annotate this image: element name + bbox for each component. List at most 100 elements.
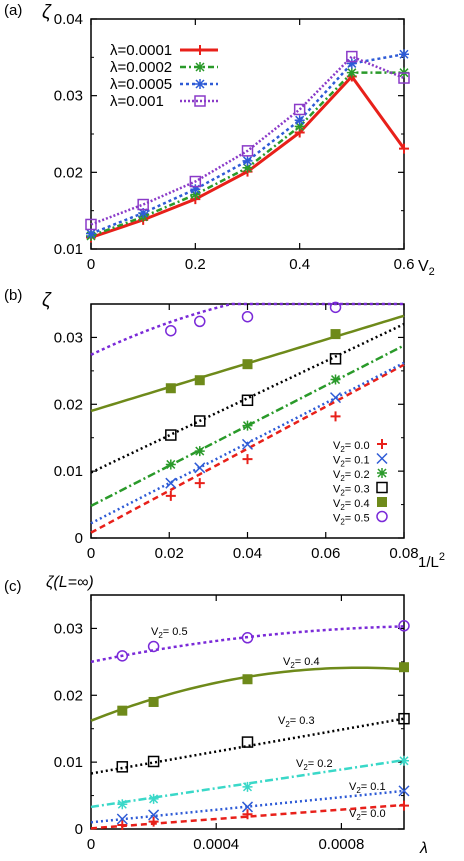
x-axis-label-sub: 2 bbox=[429, 266, 435, 278]
y-axis-label: ζ bbox=[42, 2, 52, 23]
legend-marker bbox=[195, 62, 205, 72]
data-point bbox=[189, 175, 202, 188]
legend-value: = 0.1 bbox=[345, 455, 370, 467]
fit-curve bbox=[90, 344, 405, 508]
x-axis-label: V2 bbox=[418, 258, 435, 278]
data-point bbox=[138, 207, 149, 218]
data-point bbox=[330, 392, 342, 404]
legend-label: V2= 0.1 bbox=[333, 455, 370, 469]
curve-label-value: = 0.2 bbox=[308, 758, 333, 770]
data-point bbox=[116, 650, 129, 662]
data-point bbox=[242, 420, 253, 431]
x-tick-label: 0 bbox=[87, 256, 95, 273]
curve-label-sub: 2 bbox=[290, 661, 295, 670]
legend-sub: 2 bbox=[340, 445, 345, 454]
x-tick-label: 0.06 bbox=[311, 545, 340, 562]
panel-c: (c) 0 0.0004 0.0008 0 0.01 0.02 0.03 ζ(L=∞) λ V2= … bbox=[4, 574, 428, 857]
data-point bbox=[148, 793, 159, 804]
legend-value: = 0.5 bbox=[345, 513, 370, 525]
curve-label: V2= 0.4 bbox=[283, 656, 320, 670]
x-tick-label: 0.2 bbox=[185, 256, 206, 273]
series-2: V2= 0.2 bbox=[90, 755, 409, 810]
legend-label: V2= 0.0 bbox=[333, 440, 370, 454]
data-point bbox=[190, 189, 201, 200]
data-point bbox=[398, 72, 410, 84]
curve-label: V2= 0.5 bbox=[151, 626, 188, 640]
data-point bbox=[241, 310, 254, 323]
curve-label-value: = 0.0 bbox=[361, 808, 386, 820]
legend-label: V2= 0.5 bbox=[333, 513, 370, 527]
legend-sub: 2 bbox=[340, 503, 345, 512]
legend-label: λ=0.0005 bbox=[110, 76, 172, 93]
legend-marker bbox=[376, 452, 388, 465]
series-2: λ=0.0005 bbox=[86, 49, 409, 239]
data-point bbox=[148, 809, 160, 821]
series-3: V2= 0.3 bbox=[90, 712, 410, 775]
y-tick-label: 0.01 bbox=[54, 463, 83, 480]
data-point bbox=[148, 696, 159, 707]
x-tick-label: 0 bbox=[87, 545, 95, 562]
panel-label: (c) bbox=[4, 578, 22, 595]
series-line bbox=[90, 55, 405, 226]
series-4: V2= 0.4 bbox=[90, 656, 409, 722]
curve-label: V2= 0.0 bbox=[349, 808, 386, 822]
data-point bbox=[242, 359, 253, 370]
data-point bbox=[346, 58, 357, 69]
data-point bbox=[86, 228, 96, 239]
legend-label: V2= 0.4 bbox=[333, 498, 370, 512]
y-tick-label: 0.01 bbox=[54, 241, 83, 258]
y-tick-label: 0.02 bbox=[54, 396, 83, 413]
data-point bbox=[242, 809, 253, 820]
data-point bbox=[194, 462, 206, 474]
curve-label-sub: 2 bbox=[285, 720, 290, 729]
curve-label: V2= 0.1 bbox=[349, 781, 386, 795]
series-5: V2= 0.5 bbox=[90, 620, 410, 664]
y-tick-label: 0.03 bbox=[54, 88, 83, 105]
data-point bbox=[398, 712, 410, 725]
data-point bbox=[346, 50, 358, 63]
data-point bbox=[194, 478, 205, 489]
legend-marker bbox=[377, 468, 387, 478]
y-tick-label: 0.03 bbox=[54, 620, 83, 637]
panel-label: (b) bbox=[4, 287, 22, 304]
legend-sub: 2 bbox=[340, 460, 345, 469]
legend-label: λ=0.0002 bbox=[110, 59, 172, 76]
y-tick-label: 0 bbox=[75, 821, 83, 838]
x-axis-label-sup: 2 bbox=[439, 551, 445, 563]
data-point bbox=[165, 324, 177, 337]
legend-label: V2= 0.3 bbox=[333, 484, 370, 498]
legend-label: V2= 0.2 bbox=[333, 469, 370, 483]
legend-marker bbox=[376, 481, 388, 494]
y-axis-label: ζ bbox=[42, 290, 52, 311]
legend-value: = 0.3 bbox=[345, 484, 370, 496]
data-point bbox=[330, 329, 341, 340]
data-point bbox=[165, 459, 176, 470]
data-point bbox=[85, 218, 97, 231]
legend-marker bbox=[195, 79, 205, 89]
series-3: V2= 0.3 bbox=[90, 322, 405, 498]
data-point bbox=[241, 438, 254, 450]
data-point bbox=[241, 736, 254, 748]
legend-sub: 2 bbox=[340, 518, 345, 527]
panel-label: (a) bbox=[4, 2, 22, 19]
series-3: λ=0.001 bbox=[85, 50, 410, 231]
data-point bbox=[399, 49, 409, 60]
fit-curve bbox=[90, 758, 405, 809]
data-point bbox=[242, 454, 253, 465]
legend-marker bbox=[376, 510, 388, 523]
legend-marker bbox=[195, 45, 205, 55]
fit-curve bbox=[90, 302, 404, 356]
data-point bbox=[117, 705, 128, 716]
data-point bbox=[147, 640, 160, 653]
data-point bbox=[294, 115, 305, 126]
data-point bbox=[194, 446, 205, 457]
x-tick-label: 0 bbox=[87, 836, 95, 853]
data-point bbox=[398, 785, 410, 797]
data-point bbox=[242, 674, 253, 685]
y-tick-label: 0.02 bbox=[54, 164, 83, 181]
data-point bbox=[116, 813, 128, 825]
curve-label-value: = 0.3 bbox=[290, 715, 315, 727]
y-tick-label: 0 bbox=[75, 530, 83, 547]
data-point bbox=[165, 383, 176, 394]
curve-label-sub: 2 bbox=[303, 763, 308, 772]
